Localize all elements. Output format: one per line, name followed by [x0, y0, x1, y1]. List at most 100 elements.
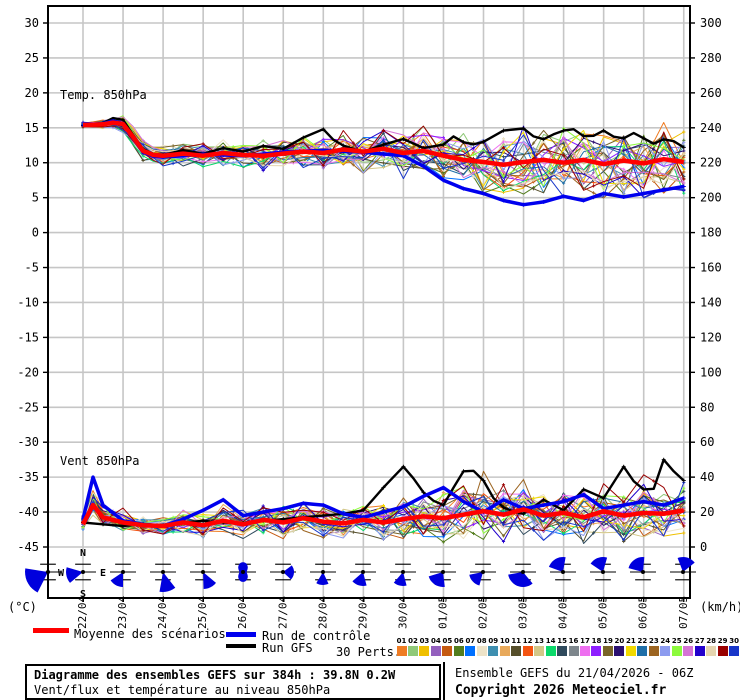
wind-rose — [150, 563, 176, 592]
pert-number: 06 — [453, 637, 464, 645]
svg-text:-20: -20 — [17, 365, 39, 379]
pert-swatch-20: 20 — [614, 637, 625, 656]
legend-mean-swatch — [33, 628, 69, 633]
temp-panel-label: Temp. 850hPa — [60, 88, 147, 102]
pert-swatch-14: 14 — [545, 637, 556, 656]
wind-rose — [310, 563, 336, 585]
wind-direction-wedge — [548, 557, 566, 572]
right-unit-label: (km/h) — [700, 600, 740, 614]
date-label: 03/05 — [517, 596, 530, 629]
pert-swatch-26: 26 — [683, 637, 694, 656]
date-label: 05/05 — [597, 596, 610, 629]
pert-color-square — [637, 646, 648, 656]
wind-direction-wedge — [508, 572, 533, 587]
wind-rose — [670, 557, 696, 581]
svg-text:0: 0 — [32, 226, 39, 240]
pert-number: 27 — [694, 637, 705, 645]
axis-frame — [43, 5, 695, 602]
ensemble-members — [81, 115, 686, 544]
svg-text:240: 240 — [700, 121, 722, 135]
svg-text:140: 140 — [700, 295, 722, 309]
pert-number: 29 — [717, 637, 728, 645]
svg-text:60: 60 — [700, 435, 714, 449]
pert-number: 11 — [511, 637, 522, 645]
wind-rose — [350, 563, 376, 586]
wind-direction-wedge — [203, 572, 216, 589]
pert-swatch-15: 15 — [557, 637, 568, 656]
date-label: 27/04 — [276, 596, 289, 629]
pert-number: 18 — [591, 637, 602, 645]
svg-text:30: 30 — [25, 16, 39, 30]
pert-color-square — [729, 646, 740, 656]
pert-swatch-02: 02 — [407, 637, 418, 656]
svg-text:-5: -5 — [25, 261, 39, 275]
wind-rose — [590, 557, 616, 581]
pert-number: 04 — [431, 637, 441, 645]
wind-rose — [110, 563, 136, 587]
pert-swatch-28: 28 — [706, 637, 717, 656]
wind-direction-wedge — [110, 572, 123, 587]
svg-text:260: 260 — [700, 86, 722, 100]
pert-color-square — [568, 646, 579, 656]
wind-rose — [628, 557, 656, 581]
date-label: 29/04 — [356, 596, 369, 629]
svg-text:-15: -15 — [17, 330, 39, 344]
pert-number: 16 — [568, 637, 579, 645]
date-label: 24/04 — [156, 596, 169, 629]
svg-text:0: 0 — [700, 540, 707, 554]
pert-number: 30 — [729, 637, 739, 645]
pert-swatch-19: 19 — [602, 637, 613, 656]
pert-color-square — [717, 646, 728, 656]
pert-swatch-25: 25 — [671, 637, 682, 656]
pert-number: 09 — [488, 637, 499, 645]
pert-number: 01 — [396, 637, 407, 645]
wind-rose: N E S W — [58, 548, 106, 600]
pert-swatch-11: 11 — [511, 637, 522, 656]
wind-direction-wedge — [590, 557, 608, 572]
date-label: 01/05 — [436, 596, 449, 629]
pert-number: 17 — [580, 637, 590, 645]
pert-swatch-22: 22 — [637, 637, 648, 656]
svg-text:-45: -45 — [17, 540, 39, 554]
wind-rose — [190, 563, 216, 589]
copyright: Copyright 2026 Meteociel.fr — [455, 683, 667, 698]
wind-rose — [270, 563, 296, 581]
svg-text:40: 40 — [700, 470, 714, 484]
date-label: 30/04 — [396, 596, 409, 629]
pert-number: 12 — [522, 637, 533, 645]
pert-number: 22 — [637, 637, 648, 645]
pert-swatch-29: 29 — [717, 637, 728, 656]
wind-direction-wedge — [66, 567, 83, 583]
pert-color-square — [499, 646, 510, 656]
svg-text:280: 280 — [700, 51, 722, 65]
pert-number: 15 — [557, 637, 567, 645]
compass-w: W — [58, 568, 65, 579]
pert-number: 03 — [419, 637, 430, 645]
pert-number: 20 — [614, 637, 625, 645]
wind-rose — [230, 562, 256, 582]
pert-swatch-07: 07 — [465, 637, 476, 656]
svg-text:5: 5 — [32, 191, 39, 205]
pert-swatch-13: 13 — [534, 637, 545, 656]
legend-control-swatch — [226, 632, 256, 637]
legend-gfs-label: Run GFS — [262, 641, 313, 655]
svg-text:20: 20 — [25, 86, 39, 100]
pert-color-square — [442, 646, 453, 656]
left-unit-label: (°C) — [8, 600, 37, 614]
svg-text:100: 100 — [700, 365, 722, 379]
pert-number: 24 — [660, 637, 671, 645]
perts-color-strip: 01 02 03 04 05 06 07 08 09 10 11 12 13 14 15 16 17 18 19 20… — [396, 637, 740, 659]
pert-color-square — [671, 646, 682, 656]
date-label: 06/05 — [637, 596, 650, 629]
pert-color-square — [706, 646, 717, 656]
diagram-title: Diagramme des ensembles GEFS sur 384h : … — [34, 668, 396, 682]
pert-number: 02 — [408, 637, 418, 645]
date-label: 02/05 — [477, 596, 490, 629]
pert-color-square — [407, 646, 418, 656]
wind-direction-wedge — [677, 557, 695, 572]
footer-divider — [443, 662, 445, 700]
svg-text:10: 10 — [25, 156, 39, 170]
wind-roses: N E S W — [25, 548, 696, 600]
pert-color-square — [534, 646, 545, 656]
pert-number: 23 — [648, 637, 659, 645]
